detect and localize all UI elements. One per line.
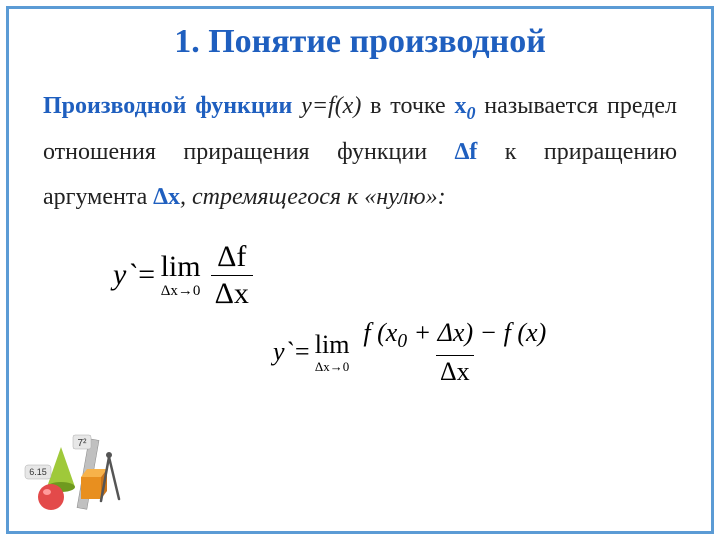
- f2-lim: lim Δx→0: [315, 332, 350, 373]
- formula-area: y`= lim Δx→0 Δf Δx y`= lim: [43, 241, 677, 421]
- slide-title: 1. Понятие производной: [43, 23, 677, 60]
- formula-2: y`= lim Δx→0 f (x0 + Δx) − f (x) Δx: [273, 319, 550, 385]
- formula-1: y`= lim Δx→0 Δf Δx: [113, 241, 253, 309]
- slide-frame: 1. Понятие производной Производной функц…: [6, 6, 714, 534]
- x0: x0: [454, 93, 475, 119]
- f2-frac: f (x0 + Δx) − f (x) Δx: [359, 319, 550, 385]
- seg-2: в точке: [370, 93, 454, 119]
- seg-yfx: y=f(x): [292, 93, 370, 119]
- delta-x: ∆x: [153, 184, 180, 210]
- svg-text:7²: 7²: [78, 438, 88, 449]
- f1-lim: lim Δx→0: [161, 252, 201, 299]
- seg-5: , стремящегося к «нулю»:: [180, 184, 446, 210]
- f1-frac: Δf Δx: [211, 241, 253, 309]
- f1-lhs: y`=: [113, 258, 157, 292]
- lead-bold: Производной функции: [43, 93, 292, 119]
- definition-paragraph: Производной функции y=f(x) в точке x0 на…: [43, 84, 677, 219]
- delta-f: ∆f: [455, 139, 478, 165]
- svg-text:6.15: 6.15: [29, 467, 47, 477]
- f2-lhs: y`=: [273, 337, 311, 367]
- math-clipart-icon: 6.15 7²: [23, 429, 133, 519]
